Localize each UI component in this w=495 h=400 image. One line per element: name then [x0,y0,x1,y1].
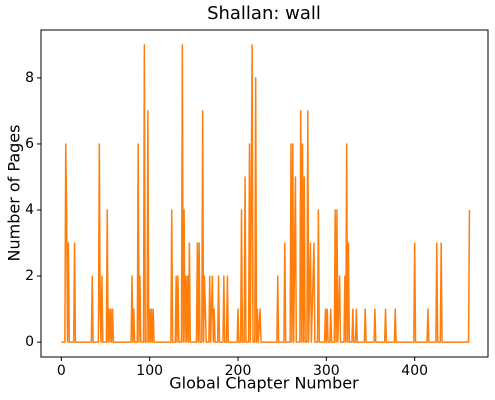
x-tick-label: 100 [136,363,163,379]
y-tick-label: 2 [25,268,34,284]
x-tick-label: 0 [57,363,66,379]
data-line [61,44,471,343]
y-tick-label: 8 [25,70,34,86]
plot-frame [40,29,489,358]
y-tick-label: 0 [25,334,34,350]
x-tick-label: 300 [313,363,340,379]
x-tick-label: 200 [225,363,252,379]
y-tick-label: 4 [25,202,34,218]
y-tick-label: 6 [25,136,34,152]
x-axis-label: Global Chapter Number [169,374,359,393]
chart-title: Shallan: wall [207,3,321,24]
x-tick-label: 400 [401,363,428,379]
y-axis-label: Number of Pages [5,125,24,262]
